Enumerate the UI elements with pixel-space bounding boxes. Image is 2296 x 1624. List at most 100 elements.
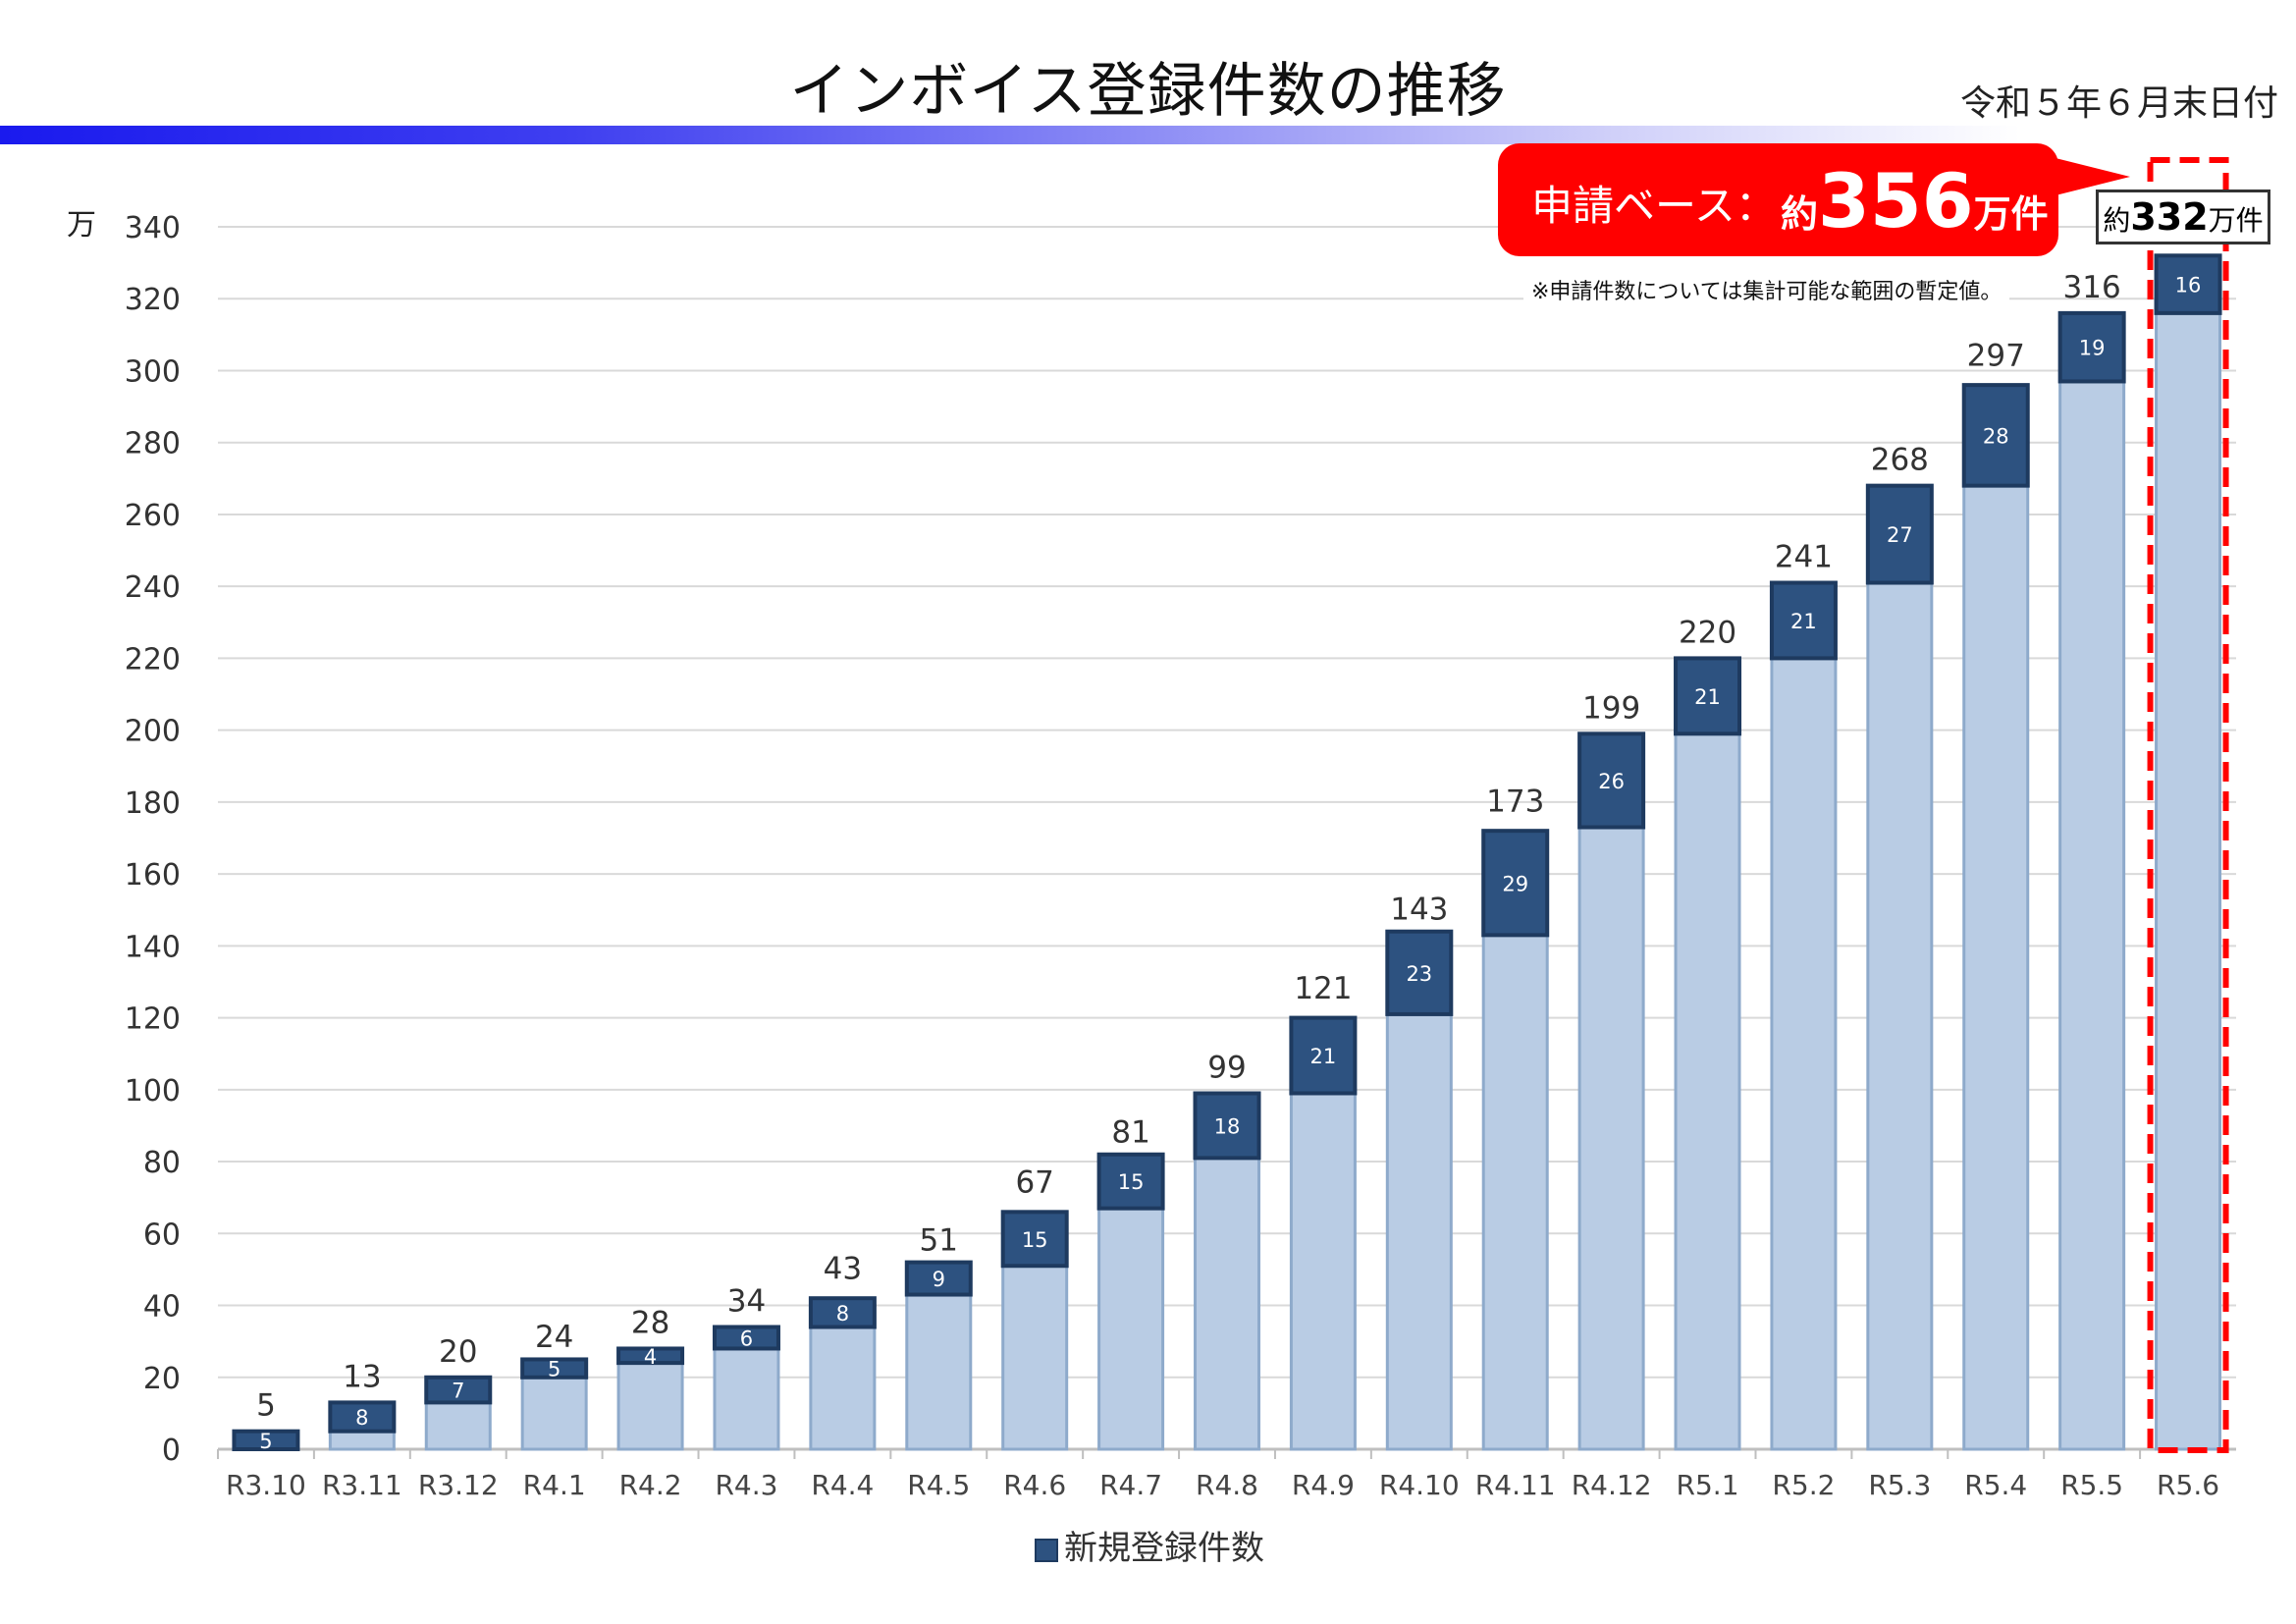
- bar-new-registrations: [520, 1357, 589, 1380]
- bar-segment-label: 15: [1022, 1228, 1048, 1252]
- bar-new-registrations: [424, 1375, 493, 1405]
- x-tick-label: R4.11: [1475, 1469, 1556, 1501]
- bar-cumulative: [1385, 1012, 1453, 1451]
- y-tick-label: 140: [125, 930, 181, 964]
- bar-cumulative: [520, 1376, 588, 1451]
- bar-cumulative: [1481, 933, 1549, 1451]
- bar-cumulative: [2155, 311, 2222, 1451]
- y-tick-label: 40: [143, 1290, 181, 1325]
- x-tick-label: R5.4: [1964, 1469, 2027, 1501]
- bar-cumulative: [2058, 379, 2126, 1451]
- y-tick-label: 280: [125, 427, 181, 461]
- bar-total-label: 99: [1207, 1050, 1246, 1085]
- bar-new-registrations: [2154, 253, 2222, 315]
- x-tick-label: R4.10: [1379, 1469, 1460, 1501]
- bar-new-registrations: [1289, 1015, 1358, 1096]
- bar-total-label: 13: [343, 1359, 381, 1394]
- bar-cumulative: [1770, 656, 1838, 1451]
- callout-label: 申請ベース：: [1531, 182, 1777, 230]
- callout-value-number: 356: [1818, 157, 1974, 244]
- y-tick-label: 200: [125, 715, 181, 749]
- x-tick-label: R5.6: [2157, 1469, 2219, 1501]
- x-tick-label: R4.2: [619, 1469, 682, 1501]
- latest-total-number: 332: [2130, 195, 2209, 239]
- bar-new-registrations: [712, 1325, 780, 1351]
- y-tick-label: 340: [125, 211, 181, 245]
- bar-new-registrations: [1769, 580, 1838, 661]
- bar-segment-label: 18: [1214, 1114, 1241, 1138]
- bar-new-registrations: [1481, 829, 1550, 938]
- x-tick-label: R4.3: [715, 1469, 777, 1501]
- bar-segment-label: 29: [1502, 872, 1528, 895]
- y-tick-label: 260: [125, 499, 181, 533]
- bar-cumulative: [1097, 1207, 1165, 1451]
- y-tick-label: 60: [143, 1218, 181, 1252]
- y-axis-unit: 万: [67, 208, 96, 243]
- bar-segment-label: 27: [1887, 523, 1913, 547]
- bar-total-label: 28: [631, 1305, 669, 1340]
- bar-cumulative: [1674, 731, 1741, 1451]
- bar-cumulative: [1289, 1091, 1357, 1451]
- x-tick-label: R4.7: [1099, 1469, 1162, 1501]
- bar-total-label: 81: [1111, 1114, 1149, 1150]
- x-tick-label: R4.1: [523, 1469, 586, 1501]
- y-tick-label: 220: [125, 642, 181, 677]
- bar-segment-label: 21: [1790, 610, 1817, 633]
- x-tick-label: R4.4: [811, 1469, 874, 1501]
- legend: 新規登録件数: [1035, 1528, 1264, 1569]
- y-tick-label: 100: [125, 1074, 181, 1109]
- bar-total-label: 143: [1390, 892, 1448, 927]
- bar-total-label: 24: [535, 1320, 573, 1355]
- bar-segment-label: 19: [2079, 337, 2106, 360]
- bar-total-label: 199: [1582, 690, 1640, 726]
- bar-new-registrations: [1096, 1152, 1165, 1211]
- bar-cumulative: [713, 1346, 780, 1451]
- y-tick-label: 80: [143, 1146, 181, 1180]
- bar-total-label: 67: [1015, 1165, 1053, 1201]
- x-tick-label: R3.12: [418, 1469, 499, 1501]
- bar-cumulative: [616, 1361, 684, 1451]
- bar-total-label: 43: [824, 1252, 862, 1287]
- bar-total-label: 241: [1775, 540, 1833, 575]
- y-tick-label: 0: [162, 1434, 181, 1468]
- bar-total-label: 20: [439, 1334, 477, 1370]
- y-tick-label: 160: [125, 858, 181, 893]
- highlight-frame: [2147, 157, 2229, 1453]
- bar-cumulative: [1001, 1264, 1069, 1451]
- bars: [232, 253, 2222, 1451]
- bar-total-label: 173: [1486, 785, 1544, 820]
- bar-total-label: 51: [920, 1222, 958, 1258]
- application-callout: 申請ベース： 約356万件: [1498, 143, 2058, 256]
- y-tick-label: 320: [125, 283, 181, 317]
- bar-segment-label: 7: [452, 1380, 464, 1403]
- axes: 0 20 40 60 80 100 120 140 160 180 200 220 240 260 280 3…: [125, 211, 2236, 1501]
- bar-segment-label: 16: [2175, 274, 2202, 298]
- bar-cumulative: [1194, 1156, 1260, 1451]
- bar-new-registrations: [904, 1260, 973, 1297]
- bar-segment-label: 23: [1406, 962, 1432, 986]
- latest-total-prefix: 約: [2103, 204, 2131, 237]
- bar-total-label: 121: [1294, 971, 1352, 1006]
- data-labels: 5 5 8 13 7 20 5 24 4 28 6 34 8 43 9 51 15 67 15 81 18 99 21 121…: [256, 270, 2201, 1453]
- page-title: インボイス登録件数の推移: [789, 57, 1507, 126]
- x-tick-label: R4.12: [1572, 1469, 1652, 1501]
- highlight-layer: [2147, 157, 2229, 1453]
- legend-label: 新規登録件数: [1064, 1529, 1264, 1568]
- as-of-date: 令和５年６月末日付: [1959, 83, 2278, 124]
- bar-total-label: 297: [1967, 338, 2025, 373]
- callout-value-unit: 万件: [1973, 192, 2049, 236]
- bar-cumulative: [1962, 484, 2030, 1451]
- y-tick-label: 20: [143, 1362, 181, 1396]
- bar-cumulative: [1577, 826, 1645, 1451]
- bar-new-registrations: [1674, 656, 1742, 736]
- bar-new-registrations: [1193, 1091, 1261, 1161]
- bar-total-label: 5: [256, 1388, 276, 1424]
- y-tick-label: 120: [125, 1002, 181, 1037]
- bar-segment-label: 4: [644, 1345, 657, 1369]
- bar-segment-label: 5: [548, 1358, 561, 1381]
- x-tick-label: R5.2: [1772, 1469, 1835, 1501]
- bar-new-registrations: [808, 1296, 877, 1329]
- title-rule: [0, 126, 2296, 144]
- x-tick-label: R4.5: [907, 1469, 970, 1501]
- bar-segment-label: 6: [740, 1326, 753, 1350]
